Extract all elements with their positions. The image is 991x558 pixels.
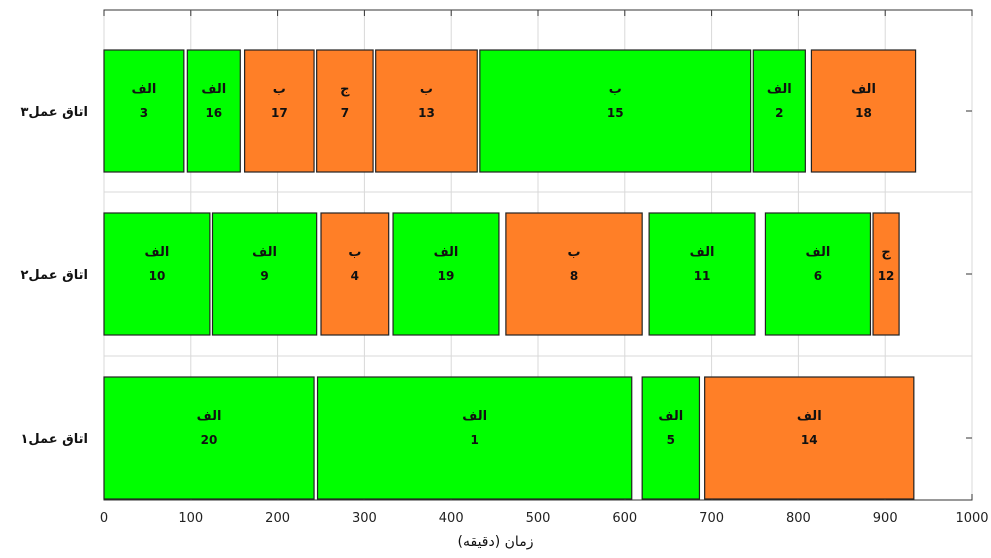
x-tick-label: 1000	[955, 511, 988, 526]
task-group-label: الف	[797, 409, 822, 424]
task-id-label: 7	[341, 106, 349, 120]
task-group-label: الف	[851, 82, 876, 97]
task-group-label: ب	[348, 245, 361, 260]
task-bar	[211, 212, 318, 336]
task-group-label: الف	[767, 82, 792, 97]
task-group-label: الف	[197, 409, 222, 424]
x-tick-label: 600	[612, 511, 637, 526]
task-id-label: 8	[570, 269, 578, 283]
x-tick-label: 300	[352, 511, 377, 526]
x-tick-label: 200	[265, 511, 290, 526]
row-label: اتاق عمل۱	[20, 432, 88, 447]
task-id-label: 1	[470, 433, 478, 447]
task-bar	[316, 49, 374, 173]
task-id-label: 16	[205, 106, 222, 120]
x-tick-label: 800	[786, 511, 811, 526]
row-label: اتاق عمل۳	[20, 105, 88, 120]
task-bar	[810, 49, 917, 173]
x-tick-label: 900	[873, 511, 898, 526]
task-bar	[704, 376, 915, 500]
task-bar	[103, 376, 315, 500]
row-label: اتاق عمل۲	[20, 268, 88, 283]
task-bar	[648, 212, 756, 336]
task-group-label: ج	[881, 245, 891, 260]
task-id-label: 13	[418, 106, 435, 120]
task-bar	[316, 376, 633, 500]
task-bar	[320, 212, 390, 336]
task-group-label: الف	[690, 245, 715, 260]
task-bar	[641, 376, 701, 500]
task-group-label: ب	[420, 82, 433, 97]
task-bar	[392, 212, 500, 336]
task-bar	[752, 49, 806, 173]
task-bar	[764, 212, 872, 336]
task-id-label: 10	[149, 269, 166, 283]
task-group-label: الف	[252, 245, 277, 260]
task-group-label: ب	[567, 245, 580, 260]
task-id-label: 19	[438, 269, 455, 283]
task-id-label: 18	[855, 106, 872, 120]
task-id-label: 17	[271, 106, 288, 120]
task-id-label: 9	[260, 269, 268, 283]
task-id-label: 20	[201, 433, 218, 447]
task-id-label: 3	[140, 106, 148, 120]
x-axis-label: زمان (دقیقه)	[457, 534, 534, 550]
task-group-label: الف	[145, 245, 170, 260]
task-group-label: الف	[658, 409, 683, 424]
x-tick-label: 500	[526, 511, 551, 526]
task-bar	[872, 212, 900, 336]
task-id-label: 4	[351, 269, 359, 283]
task-bar	[186, 49, 241, 173]
task-group-label: ج	[340, 82, 350, 97]
task-id-label: 6	[814, 269, 822, 283]
task-group-label: الف	[806, 245, 831, 260]
task-group-label: الف	[462, 409, 487, 424]
task-id-label: 11	[694, 269, 711, 283]
task-bar	[505, 212, 643, 336]
task-id-label: 15	[607, 106, 624, 120]
x-tick-label: 700	[699, 511, 724, 526]
task-id-label: 12	[878, 269, 895, 283]
task-bar	[103, 49, 185, 173]
task-bar	[375, 49, 478, 173]
task-id-label: 2	[775, 106, 783, 120]
task-bar	[479, 49, 752, 173]
task-group-label: الف	[434, 245, 459, 260]
x-tick-label: 0	[100, 511, 108, 526]
task-group-label: الف	[201, 82, 226, 97]
x-tick-label: 400	[439, 511, 464, 526]
x-tick-label: 100	[178, 511, 203, 526]
task-id-label: 5	[667, 433, 675, 447]
task-group-label: ب	[609, 82, 622, 97]
task-group-label: الف	[132, 82, 157, 97]
task-group-label: ب	[273, 82, 286, 97]
task-bar	[103, 212, 211, 336]
task-id-label: 14	[801, 433, 818, 447]
task-bar	[244, 49, 315, 173]
